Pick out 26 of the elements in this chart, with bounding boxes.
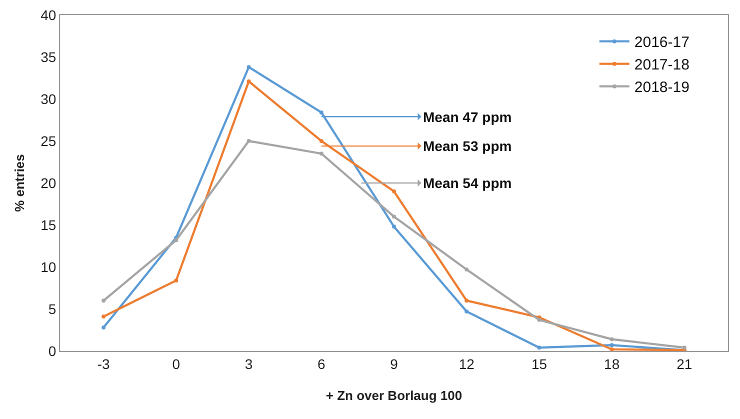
x-tick-label: 6 [317,356,326,372]
x-tick-label: 18 [604,356,620,372]
y-tick-label: 25 [40,132,56,149]
x-tick-label: 9 [390,356,398,372]
x-tick-label: 3 [244,356,253,372]
x-tick-label: 21 [676,356,692,372]
annotation: Mean 53 ppm [423,138,512,154]
y-tick-label: 35 [40,48,56,65]
annotation: Mean 54 ppm [423,175,512,191]
y-tick-label: 10 [40,258,56,275]
legend-label: 2016-17 [634,34,690,52]
x-tick-label: -3 [97,356,110,372]
x-tick-label: 0 [172,356,180,372]
y-tick-label: 0 [48,342,56,359]
y-tick-label: 5 [48,300,56,317]
x-tick-label: 12 [458,356,475,372]
y-axis-title: % entries [12,154,27,212]
annotation: Mean 47 ppm [423,109,512,125]
y-tick-label: 15 [40,216,56,233]
y-tick-label: 20 [40,174,56,191]
y-tick-label: 30 [40,90,56,107]
legend-label: 2017-18 [634,56,690,74]
x-axis-title: + Zn over Borlaug 100 [326,388,462,403]
legend-label: 2018-19 [634,79,690,96]
x-tick-label: 15 [531,356,548,372]
y-tick-label: 40 [40,6,56,23]
